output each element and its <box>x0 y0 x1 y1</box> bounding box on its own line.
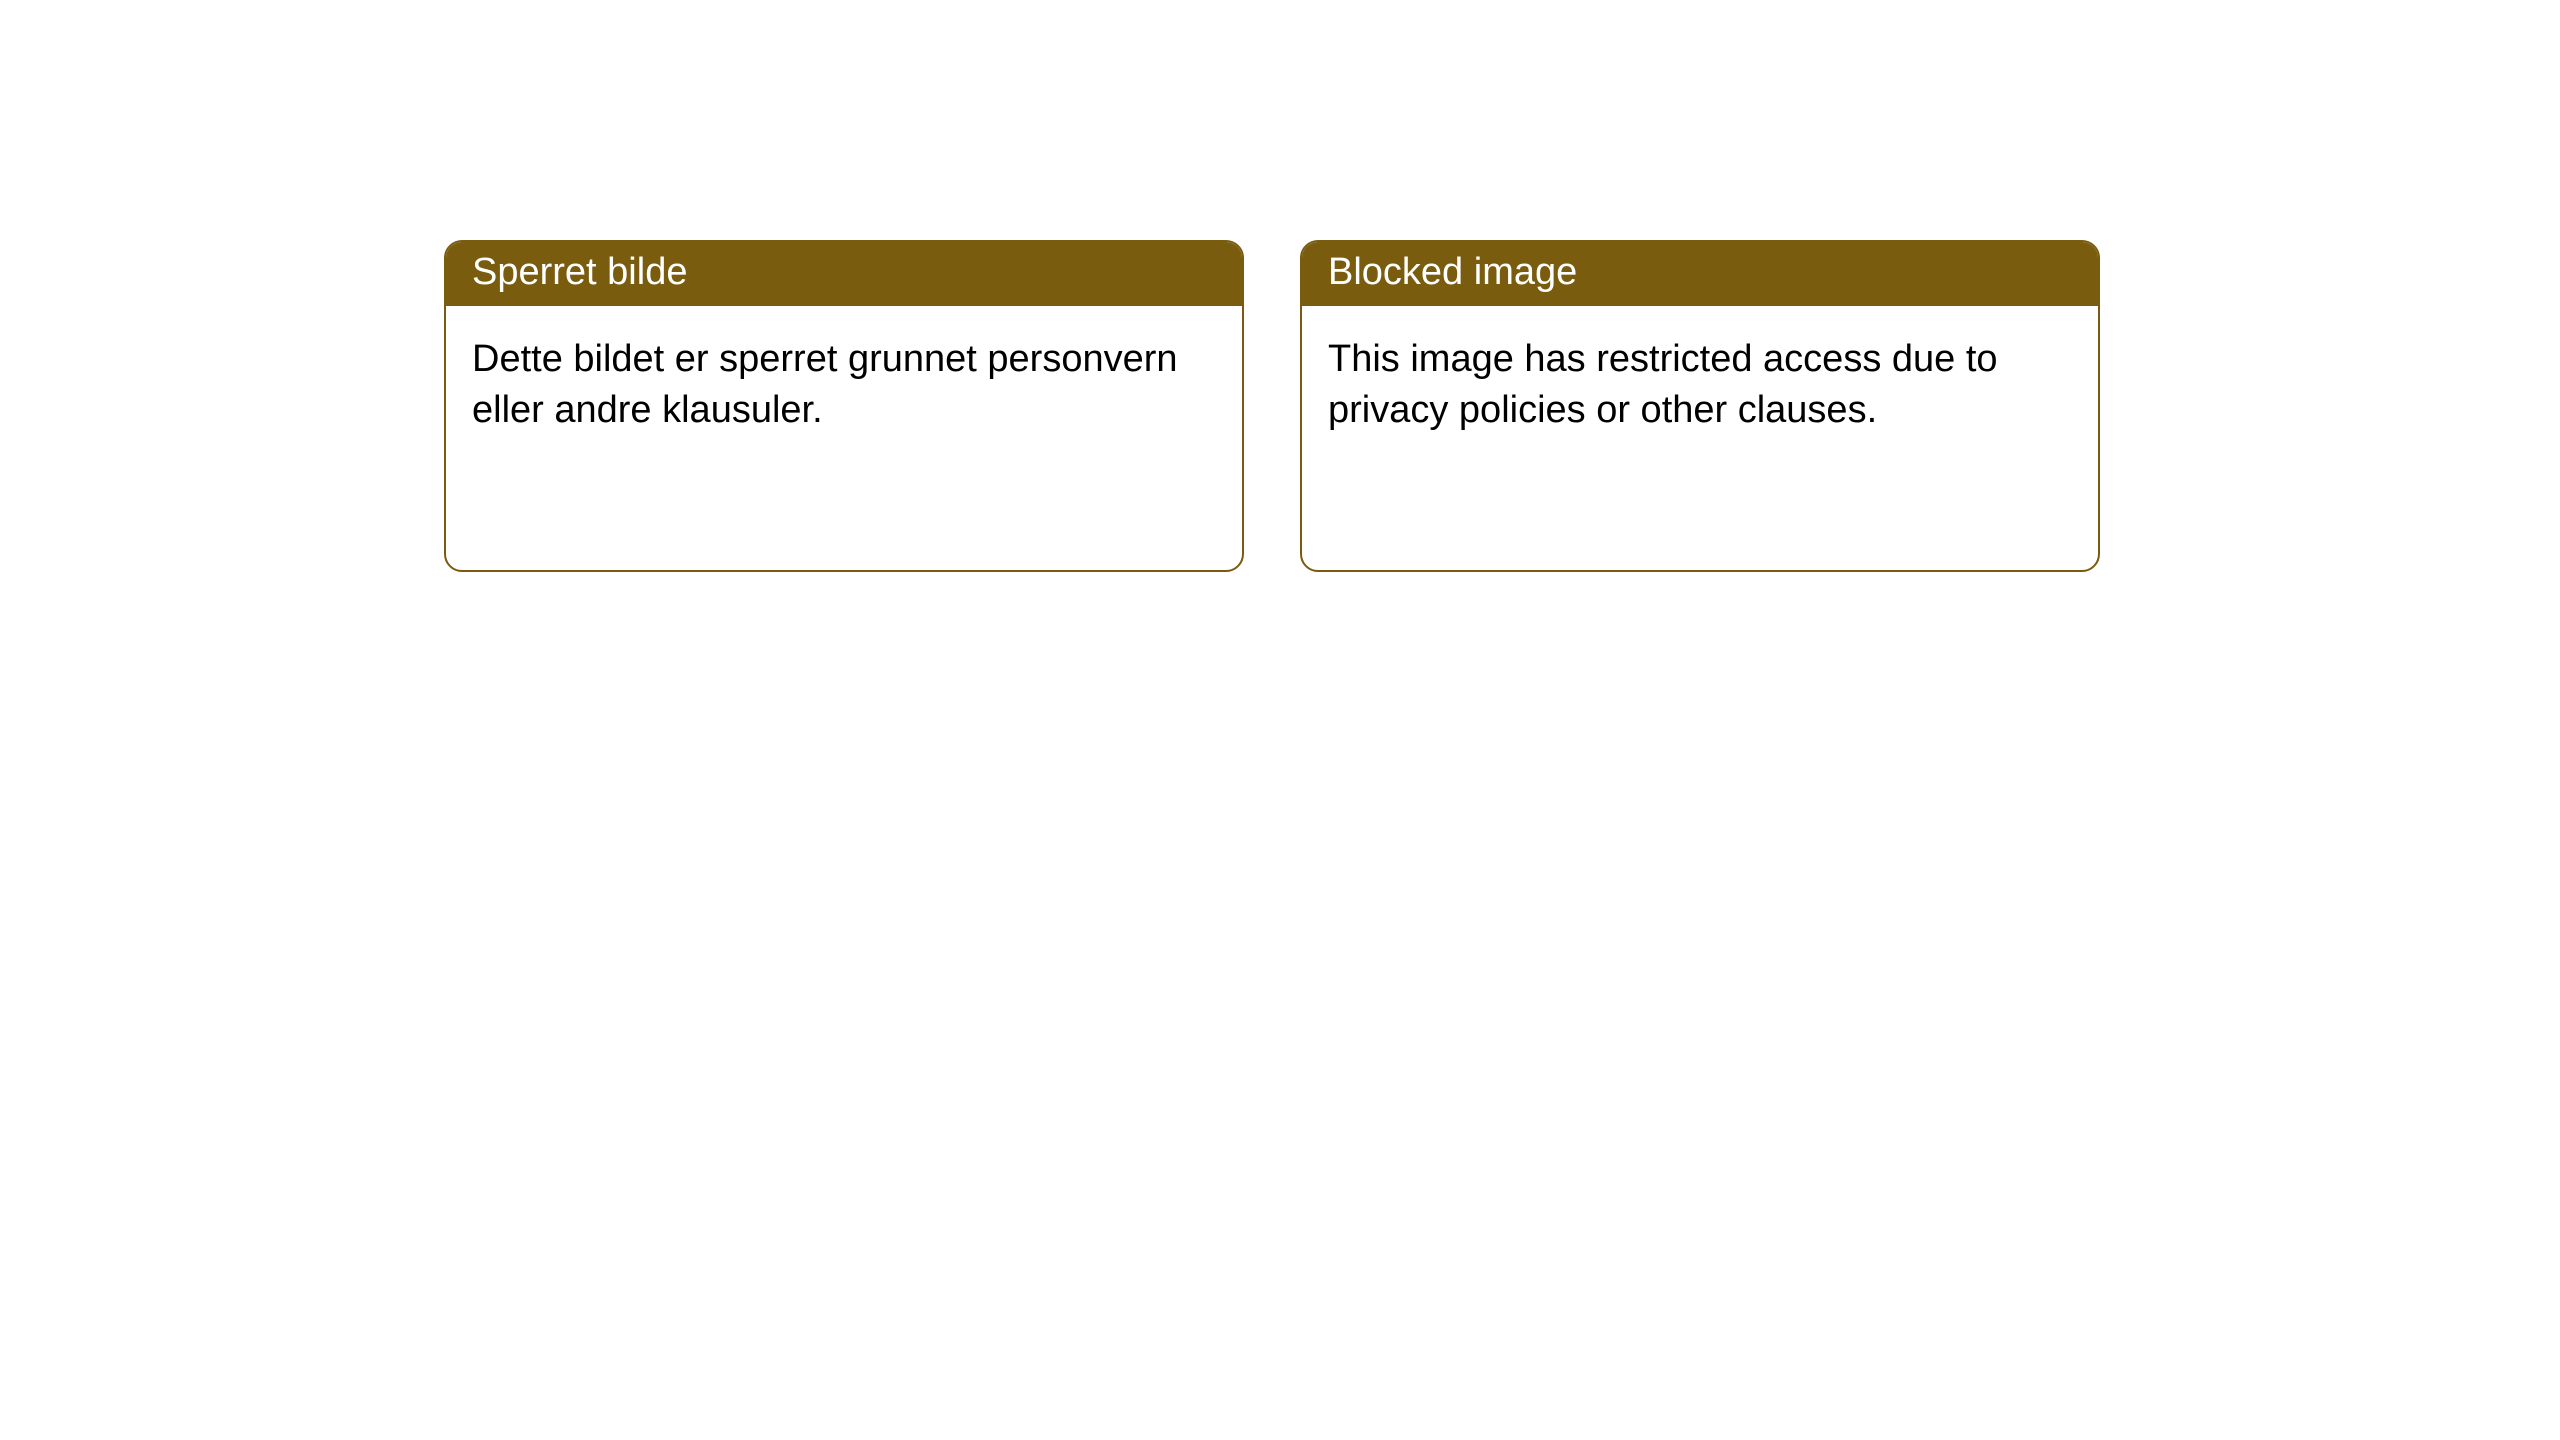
notice-card-body: Dette bildet er sperret grunnet personve… <box>446 306 1242 465</box>
notice-card-title: Blocked image <box>1302 242 2098 306</box>
notice-card-title: Sperret bilde <box>446 242 1242 306</box>
notice-cards-container: Sperret bilde Dette bildet er sperret gr… <box>444 240 2100 572</box>
notice-card-english: Blocked image This image has restricted … <box>1300 240 2100 572</box>
notice-card-norwegian: Sperret bilde Dette bildet er sperret gr… <box>444 240 1244 572</box>
notice-card-body: This image has restricted access due to … <box>1302 306 2098 465</box>
